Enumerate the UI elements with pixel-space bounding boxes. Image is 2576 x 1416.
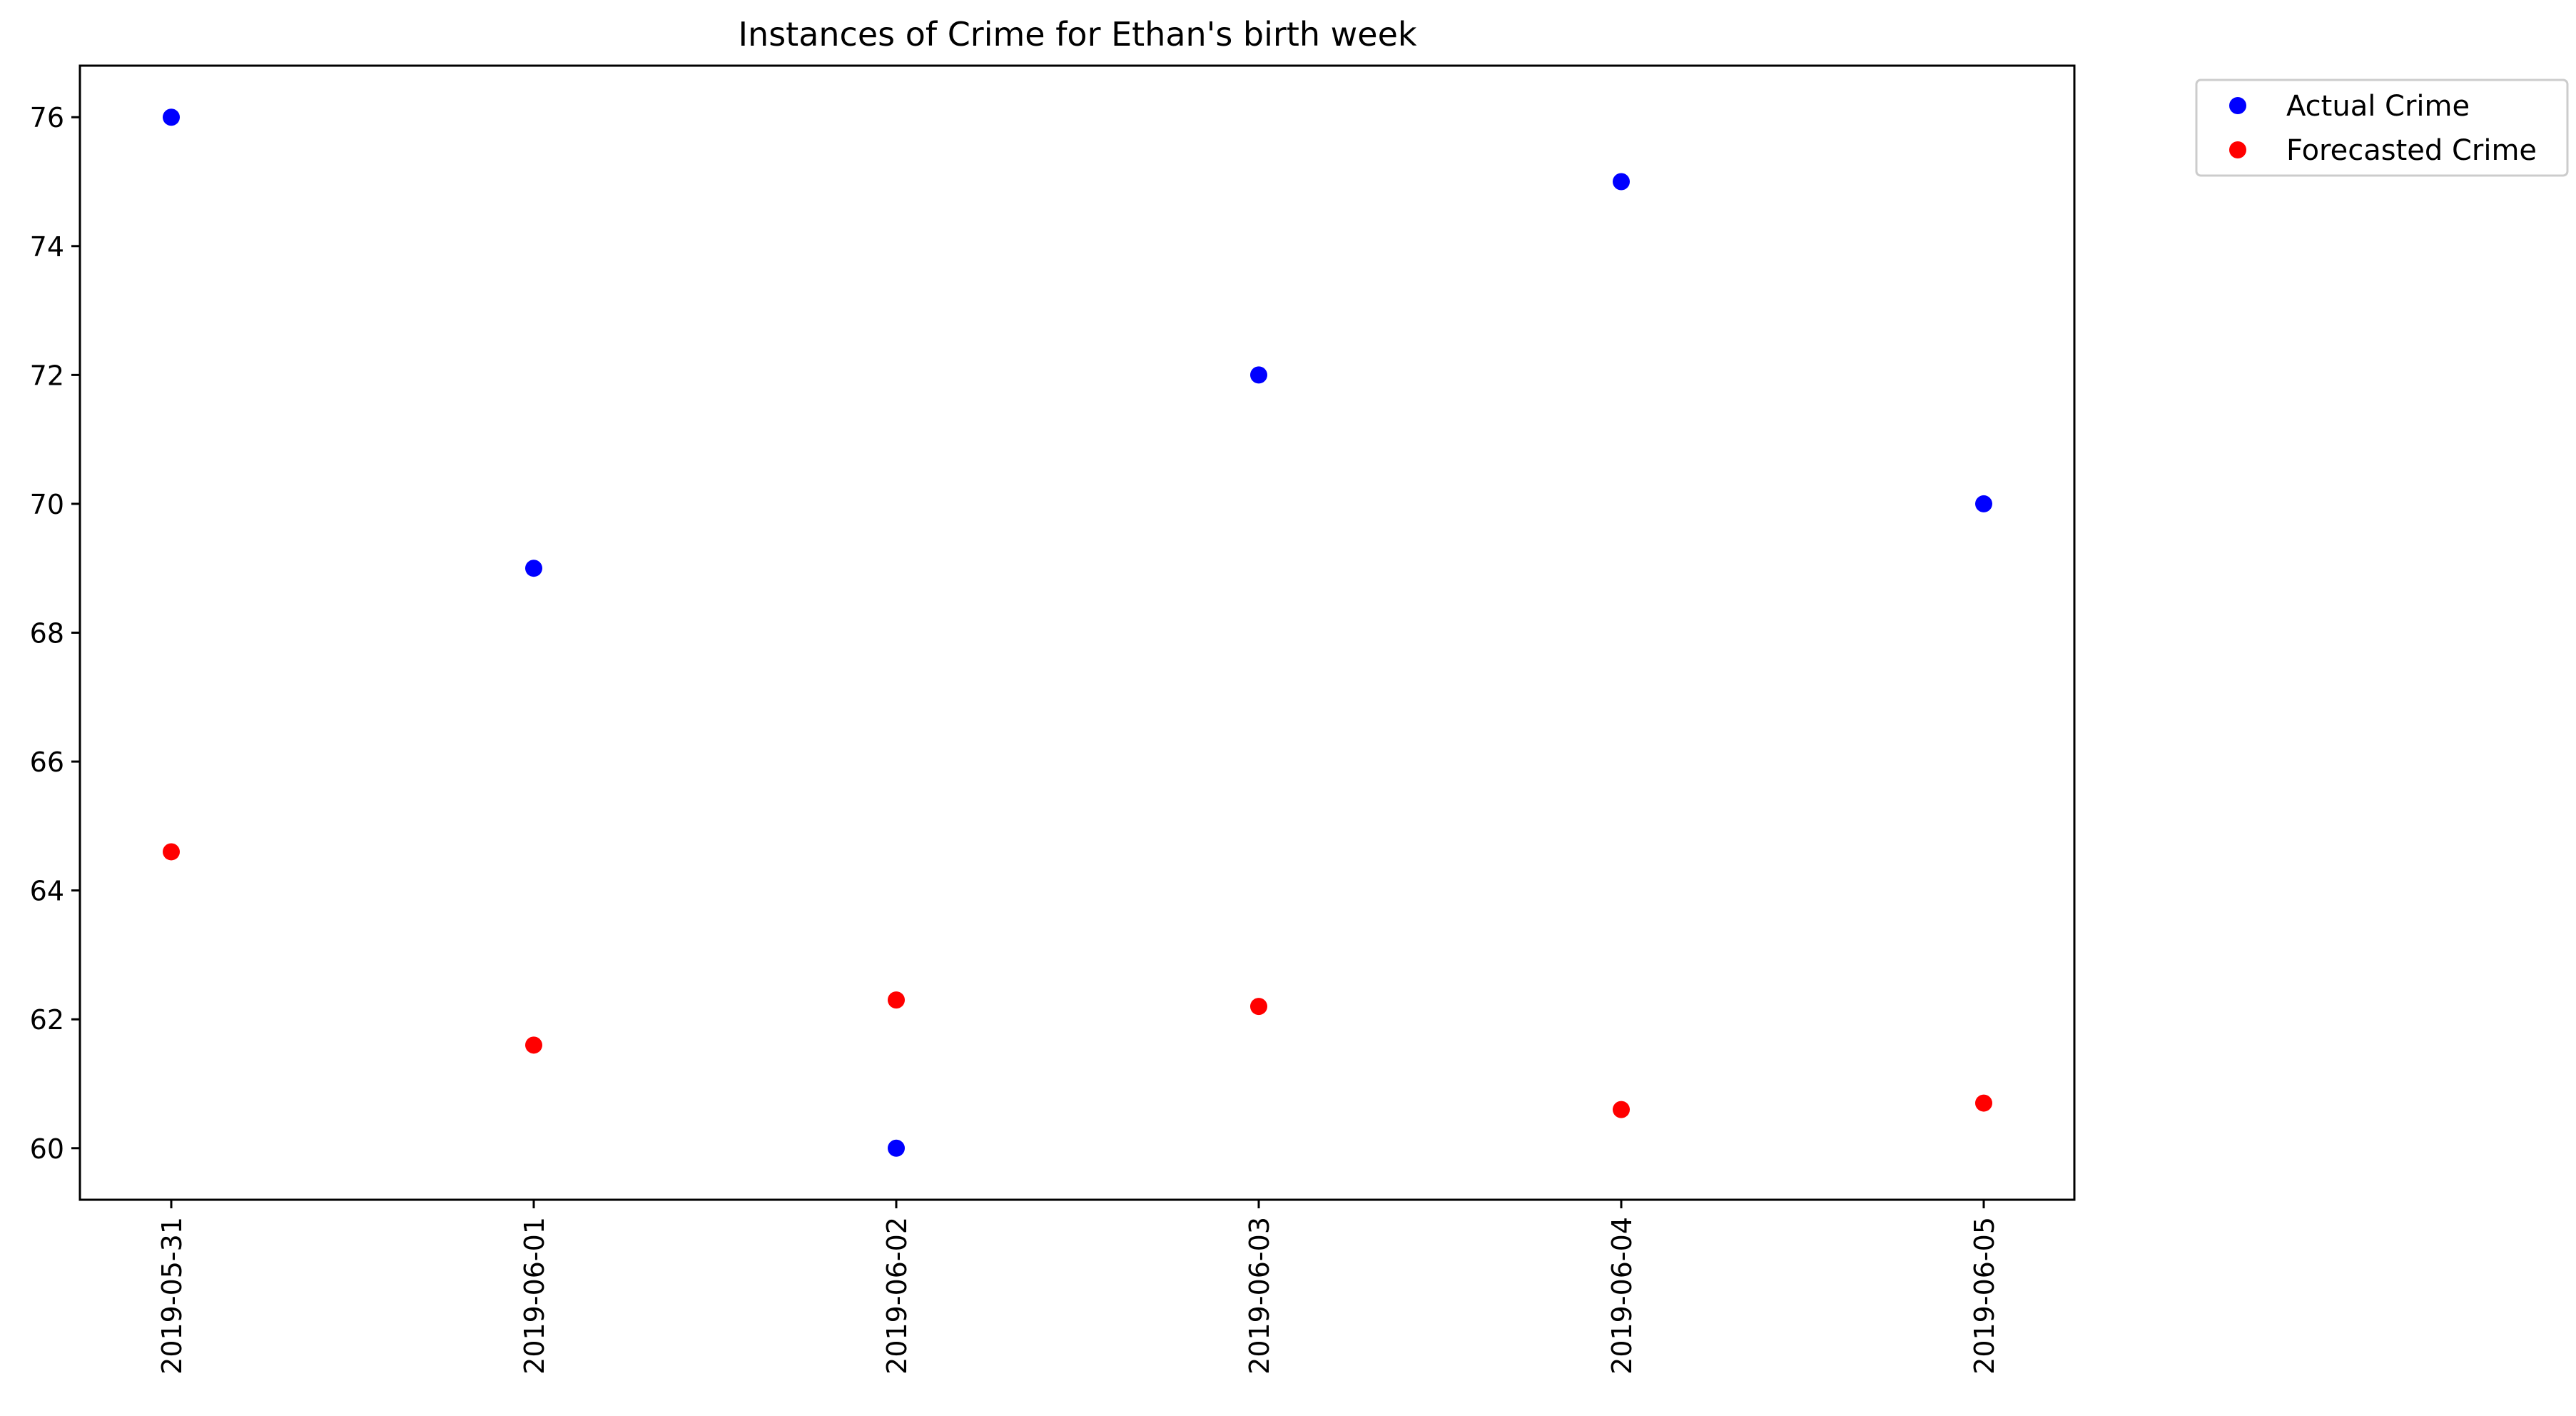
- y-tick-label: 62: [30, 1004, 64, 1036]
- series-actual-crime: [163, 108, 1992, 1157]
- y-tick-label: 60: [30, 1133, 64, 1165]
- x-tick-label: 2019-05-31: [156, 1217, 188, 1375]
- data-point: [888, 991, 905, 1009]
- data-point: [163, 108, 180, 126]
- x-tick-label: 2019-06-03: [1244, 1217, 1275, 1375]
- data-point: [525, 1036, 542, 1054]
- legend-label: Actual Crime: [2286, 90, 2470, 123]
- data-points: [163, 108, 1992, 1157]
- y-tick-label: 70: [30, 489, 64, 520]
- data-point: [1250, 998, 1267, 1016]
- legend: Actual Crime Forecasted Crime: [2195, 79, 2569, 177]
- legend-box: [2195, 79, 2569, 177]
- x-tick-label: 2019-06-01: [519, 1217, 550, 1375]
- x-axis: 2019-05-31 2019-06-01 2019-06-02 2019-06-03…: [156, 1200, 2000, 1375]
- legend-label: Forecasted Crime: [2286, 134, 2537, 167]
- x-tick-label: 2019-06-04: [1606, 1217, 1638, 1375]
- y-tick-label: 74: [30, 231, 64, 263]
- data-point: [1613, 173, 1630, 191]
- y-tick-label: 72: [30, 360, 64, 391]
- plot-frame: [78, 64, 2076, 1201]
- data-point: [525, 560, 542, 577]
- y-axis: 60 62 64 66 68 70 72 74 76: [30, 102, 80, 1165]
- legend-marker: [2229, 141, 2246, 158]
- y-tick-label: 68: [30, 618, 64, 649]
- x-tick-label: 2019-06-02: [881, 1217, 913, 1375]
- x-tick-label: 2019-06-05: [1969, 1217, 2000, 1375]
- series-forecasted-crime: [163, 843, 1992, 1118]
- y-tick-label: 76: [30, 102, 64, 133]
- legend-marker: [2229, 97, 2246, 114]
- y-tick-label: 64: [30, 876, 64, 907]
- data-point: [1975, 495, 1992, 512]
- data-point: [1250, 366, 1267, 384]
- y-tick-label: 66: [30, 747, 64, 778]
- chart-title: Instances of Crime for Ethan's birth wee…: [738, 15, 1416, 54]
- data-point: [1613, 1101, 1630, 1118]
- data-point: [1975, 1094, 1992, 1112]
- data-point: [888, 1139, 905, 1157]
- data-point: [163, 843, 180, 861]
